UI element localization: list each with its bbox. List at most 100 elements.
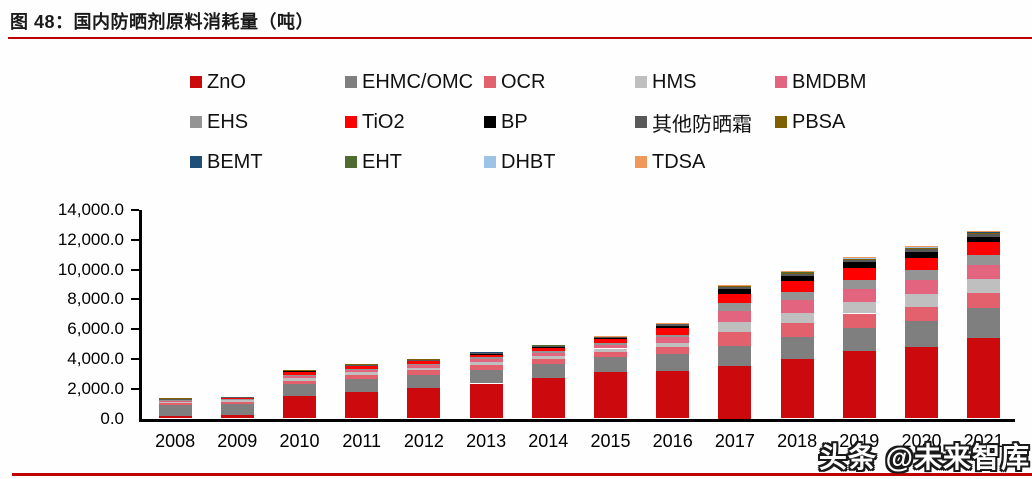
bar-segment-2021 bbox=[967, 338, 1001, 419]
bar-segment-2010 bbox=[283, 378, 316, 381]
legend-item-12: EHT bbox=[345, 150, 484, 174]
bar-segment-2014 bbox=[531, 345, 565, 347]
bar-segment-2018 bbox=[780, 323, 814, 338]
x-tick-label-2020: 2020 bbox=[901, 431, 942, 451]
legend-label: BEMT bbox=[207, 150, 263, 173]
bar-segment-2015 bbox=[594, 352, 627, 358]
bar-segment-2019 bbox=[842, 302, 876, 314]
bar-segment-2009 bbox=[220, 398, 254, 400]
x-tick-label-2019: 2019 bbox=[839, 431, 880, 451]
y-axis-tick bbox=[131, 357, 139, 360]
bar-segment-2016 bbox=[656, 323, 690, 325]
bar-segment-2018 bbox=[780, 312, 814, 324]
bar-segment-2014 bbox=[531, 364, 565, 379]
bar-segment-2021 bbox=[967, 232, 1001, 234]
x-tick-label-2018: 2018 bbox=[777, 431, 818, 451]
bar-segment-2014 bbox=[531, 359, 565, 365]
legend-item-11: BEMT bbox=[190, 150, 345, 174]
x-tick-label-2016: 2016 bbox=[652, 431, 693, 451]
bar-segment-2013 bbox=[469, 352, 503, 354]
bar-segment-2016 bbox=[656, 325, 690, 329]
bar-segment-2014 bbox=[531, 346, 565, 348]
bar-segment-2010 bbox=[283, 384, 316, 397]
watermark-text: 头条 @未来智库 bbox=[818, 442, 1030, 473]
bar-segment-2020 bbox=[905, 249, 938, 252]
legend-item-9: 其他防晒霜 bbox=[635, 110, 775, 136]
x-tick-label-2013: 2013 bbox=[466, 431, 507, 451]
bar-segment-2015 bbox=[594, 348, 627, 353]
y-tick-label: 0.0 bbox=[100, 408, 124, 428]
legend-label: EHT bbox=[362, 150, 402, 173]
legend-item-1: ZnO bbox=[190, 70, 345, 94]
y-tick-label: 2,000.0 bbox=[67, 378, 124, 398]
y-tick-label: 14,000.0 bbox=[57, 200, 124, 219]
bar-segment-2021 bbox=[967, 265, 1001, 280]
bar-segment-2011 bbox=[345, 364, 379, 366]
bar-segment-2019 bbox=[842, 327, 876, 352]
bar-segment-2019 bbox=[842, 288, 876, 303]
bar-segment-2014 bbox=[531, 347, 565, 351]
legend-swatch-icon bbox=[345, 116, 357, 128]
bar-segment-2020 bbox=[905, 257, 938, 271]
y-axis-tick bbox=[131, 298, 139, 301]
bar-segment-2021 bbox=[967, 308, 1001, 339]
x-tick-label-2015: 2015 bbox=[590, 431, 631, 451]
bar-segment-2013 bbox=[469, 383, 503, 419]
bar-segment-2019 bbox=[842, 351, 876, 419]
legend-swatch-icon bbox=[345, 156, 357, 168]
legend-swatch-icon bbox=[635, 76, 647, 88]
legend-label: OCR bbox=[501, 70, 546, 93]
bar-segment-2016 bbox=[656, 342, 690, 347]
y-tick-label: 12,000.0 bbox=[57, 229, 124, 249]
bar-segment-2012 bbox=[407, 360, 441, 362]
bar-segment-2009 bbox=[220, 399, 254, 401]
bar-segment-2018 bbox=[780, 358, 814, 419]
bar-segment-2017 bbox=[718, 310, 752, 323]
y-axis-tick bbox=[131, 328, 139, 331]
bar-segment-2016 bbox=[656, 334, 690, 338]
x-tick-label-2021: 2021 bbox=[963, 431, 1004, 451]
bar-segment-2017 bbox=[718, 346, 752, 367]
bar-segment-2021 bbox=[967, 279, 1001, 294]
y-tick-label: 4,000.0 bbox=[67, 348, 124, 368]
bar-segment-2011 bbox=[345, 379, 379, 392]
legend-label: BMDBM bbox=[792, 70, 867, 93]
x-tick-label-2008: 2008 bbox=[155, 431, 196, 451]
bar-segment-2011 bbox=[345, 374, 379, 380]
bar-segment-2008 bbox=[158, 405, 192, 416]
bar-segment-2015 bbox=[594, 372, 627, 419]
bar-segment-2017 bbox=[718, 366, 752, 419]
legend-item-2: EHMC/OMC bbox=[345, 70, 484, 94]
bar-segment-2018 bbox=[780, 272, 814, 274]
bar-segment-2016 bbox=[656, 328, 690, 335]
legend-label: DHBT bbox=[501, 150, 556, 173]
bar-segment-2008 bbox=[158, 399, 192, 401]
bar-segment-2015 bbox=[594, 336, 627, 337]
bar-segment-2013 bbox=[469, 365, 503, 370]
bar-segment-2015 bbox=[594, 357, 627, 373]
legend-label: BP bbox=[501, 110, 528, 133]
bar-segment-2011 bbox=[345, 365, 379, 367]
bar-segment-2015 bbox=[594, 344, 627, 349]
bar-segment-2019 bbox=[842, 258, 876, 260]
bar-segment-2019 bbox=[842, 279, 876, 289]
bar-segment-2012 bbox=[407, 363, 441, 366]
legend-label: EHS bbox=[207, 110, 249, 133]
bar-segment-2017 bbox=[718, 286, 752, 290]
bar-segment-2013 bbox=[469, 353, 503, 355]
bar-segment-2015 bbox=[594, 336, 627, 338]
bar-segment-2008 bbox=[158, 415, 192, 419]
bar-segment-2017 bbox=[718, 289, 752, 295]
bar-segment-2009 bbox=[220, 400, 254, 402]
legend-label: EHMC/OMC bbox=[362, 70, 474, 93]
bar-segment-2013 bbox=[469, 357, 503, 360]
bar-segment-2017 bbox=[718, 303, 752, 311]
legend-item-3: OCR bbox=[484, 70, 635, 94]
legend-swatch-icon bbox=[190, 116, 202, 128]
legend-label: 其他防晒霜 bbox=[652, 113, 752, 136]
y-tick-label: 8,000.0 bbox=[67, 289, 124, 309]
bar-segment-2015 bbox=[594, 342, 627, 345]
bar-segment-2016 bbox=[656, 353, 690, 371]
